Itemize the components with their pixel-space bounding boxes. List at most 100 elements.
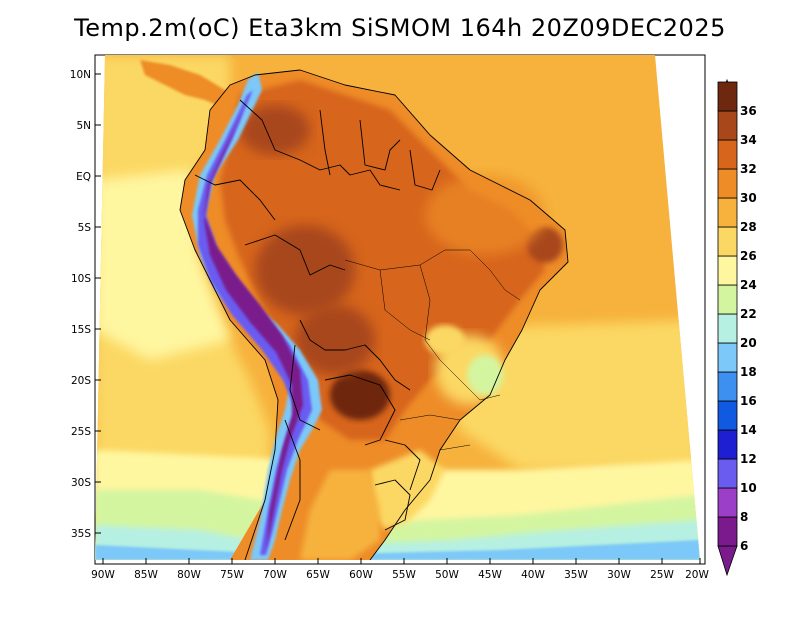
axis-ticks (95, 73, 701, 564)
colorbar-label: 28 (740, 220, 757, 234)
state-border-south (399, 414, 461, 421)
lon-label: 75W (220, 569, 244, 581)
central-plateau-field (425, 325, 465, 355)
chaco-hot-core (330, 370, 390, 420)
southeast-cool-core (467, 355, 503, 395)
temperature-field (95, 55, 700, 560)
state-border-central (419, 264, 441, 361)
chile-argentina-border (284, 419, 301, 541)
lat-label: 10S (71, 273, 91, 285)
north-hot-core (240, 105, 310, 155)
colorbar-label: 10 (740, 481, 757, 495)
bolivia-brazil-border (299, 319, 411, 391)
lon-label: 70W (263, 569, 287, 581)
colorbar-swatch (717, 226, 738, 257)
colorbar-label: 36 (740, 104, 757, 118)
colorbar-boxes (717, 81, 738, 547)
central-hot-core (295, 305, 375, 375)
lat-label: 5S (78, 222, 92, 234)
colorbar-swatch (717, 197, 738, 228)
colorbar-label: 18 (740, 365, 757, 379)
colorbar-swatch (717, 487, 738, 518)
suriname-border (409, 149, 441, 191)
state-border-southeast (439, 359, 501, 401)
pacific-cool-field (95, 170, 230, 360)
colorbar-swatch (717, 400, 738, 431)
colorbar-label: 16 (740, 394, 757, 408)
lon-label: 85W (134, 569, 158, 581)
colorbar-label: 34 (740, 133, 757, 147)
lon-label: 80W (177, 569, 201, 581)
colorbar-labels: 6 8 10 12 14 16 18 20 22 24 26 28 30 32 … (740, 104, 757, 553)
peru-brazil-border (244, 234, 346, 276)
lon-label: 25W (650, 569, 674, 581)
lat-label: EQ (76, 171, 91, 183)
state-borders (344, 249, 521, 451)
colorbar-swatch (717, 110, 738, 141)
pampas-field (300, 470, 380, 560)
paraguay-border (324, 374, 396, 446)
longitude-labels: 90W 85W 80W 75W 70W 65W 60W 55W 50W 45W … (91, 569, 709, 581)
colorbar: 6 8 10 12 14 16 18 20 22 24 26 28 30 32 … (717, 78, 757, 577)
central-america-land (140, 60, 235, 110)
colorbar-label: 24 (740, 278, 757, 292)
colorbar-swatch (717, 342, 738, 373)
colombia-ecuador-border (194, 174, 276, 221)
colorbar-swatch (717, 168, 738, 199)
colorbar-label: 26 (740, 249, 757, 263)
colorbar-label: 20 (740, 336, 757, 350)
venezuela-colombia-border (319, 109, 331, 176)
lat-label: 15S (71, 324, 91, 336)
lon-label: 55W (392, 569, 416, 581)
colorbar-min-arrow (717, 545, 738, 577)
caribbean-field (230, 55, 655, 110)
lon-label: 90W (91, 569, 115, 581)
colorbar-swatch (717, 313, 738, 344)
lat-label: 5N (76, 120, 91, 132)
lon-label: 60W (349, 569, 373, 581)
state-border-parana (439, 444, 471, 451)
lon-label: 30W (607, 569, 631, 581)
colorbar-swatch (717, 371, 738, 402)
country-borders (179, 69, 569, 561)
lon-label: 35W (564, 569, 588, 581)
bolivia-chile-border (289, 344, 321, 431)
colorbar-swatch (717, 429, 738, 460)
argentina-brazil-border (384, 439, 421, 491)
colorbar-swatch (717, 81, 738, 112)
lon-label: 40W (521, 569, 545, 581)
south-brazil-field (370, 450, 445, 530)
state-border-mato-grosso (379, 269, 431, 341)
lat-label: 20S (71, 375, 91, 387)
state-border-northeast (469, 249, 521, 301)
colorbar-swatch (717, 458, 738, 489)
colorbar-label: 6 (740, 539, 748, 553)
guyana-border (359, 119, 401, 171)
venezuela-brazil-border (239, 99, 401, 191)
colorbar-label: 8 (740, 510, 748, 524)
colorbar-label: 32 (740, 162, 757, 176)
pacific-coastline (179, 74, 279, 561)
map-title: Temp.2m(oC) Eta3km SiSMOM 164h 20Z09DEC2… (74, 14, 726, 42)
lon-label: 20W (685, 569, 709, 581)
uruguay-border (374, 479, 411, 531)
lat-label: 30S (71, 477, 91, 489)
northeast-warm-field (425, 175, 545, 255)
atlantic-coastline (254, 69, 569, 561)
lon-label: 45W (478, 569, 502, 581)
lon-label: 65W (306, 569, 330, 581)
lat-label: 10N (70, 69, 91, 81)
lat-label: 25S (71, 426, 91, 438)
lon-label: 50W (435, 569, 459, 581)
colorbar-label: 22 (740, 307, 757, 321)
colorbar-label: 30 (740, 191, 757, 205)
amazon-hot-core (255, 225, 355, 315)
colorbar-swatch (717, 284, 738, 315)
lat-label: 35S (71, 528, 91, 540)
latitude-labels: 10N 5N EQ 5S 10S 15S 20S 25S 30S 35S (70, 69, 92, 540)
colorbar-label: 14 (740, 423, 757, 437)
colorbar-label: 12 (740, 452, 757, 466)
colorbar-swatch (717, 139, 738, 170)
colorbar-swatch (717, 516, 738, 547)
